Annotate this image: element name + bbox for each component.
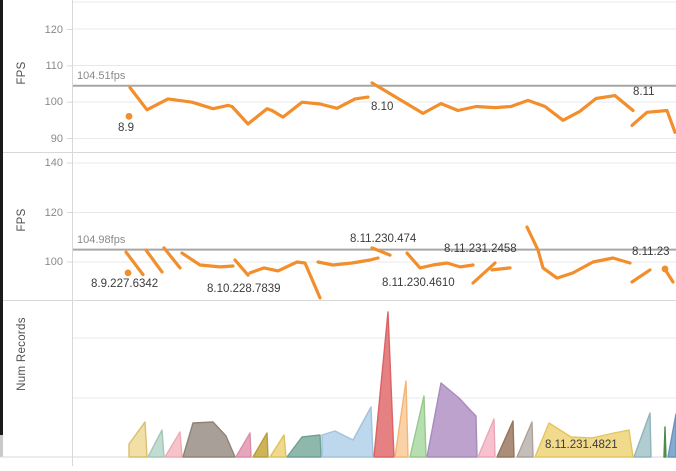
y-tick-label: 100 <box>44 256 63 268</box>
build-annotation: 8.11.231.2458 <box>444 243 517 255</box>
num-records-area-mark[interactable] <box>164 431 183 458</box>
num-records-area-mark[interactable] <box>667 413 676 458</box>
y-tick-label: 110 <box>45 59 63 72</box>
y-axis-title-fps-middle: FPS <box>16 208 28 232</box>
fps-line-series[interactable] <box>124 250 145 277</box>
fps-line-series[interactable] <box>630 268 652 284</box>
fps-line-series[interactable] <box>248 260 322 300</box>
y-axis-title-fps-top: FPS <box>16 61 28 85</box>
num-records-area-mark[interactable] <box>269 434 287 458</box>
num-records-area-mark[interactable] <box>235 432 252 458</box>
y-axis-title-num-records: Num Records <box>16 317 28 391</box>
num-records-area-mark[interactable] <box>321 406 374 458</box>
y-tick-label: 90 <box>50 132 63 145</box>
num-records-area-mark[interactable] <box>128 421 148 458</box>
fps-line-series[interactable] <box>490 266 512 272</box>
build-annotation: 8.11.230.4610 <box>382 277 455 289</box>
fps-line-series[interactable] <box>471 261 497 285</box>
num-records-area-mark[interactable] <box>409 395 427 458</box>
build-annotation: 8.11 <box>633 86 655 98</box>
num-records-area-mark[interactable] <box>633 412 652 458</box>
num-records-area-mark[interactable] <box>182 421 236 458</box>
num-records-area-mark[interactable] <box>426 382 478 458</box>
build-annotation: 8.10.228.7839 <box>207 283 281 295</box>
fps-line-series[interactable] <box>144 248 164 274</box>
fps-line-series[interactable] <box>630 108 676 134</box>
num-records-area-mark[interactable] <box>286 434 322 458</box>
fps-line-series[interactable] <box>162 246 182 270</box>
build-annotation: 8.11.231.4821 <box>545 439 618 451</box>
fps-line-series[interactable] <box>370 81 635 122</box>
build-annotation: 8.11.23 <box>632 246 670 258</box>
window-edge-strip <box>0 0 3 435</box>
reference-line-label: 104.51fps <box>77 70 126 83</box>
num-records-area-mark[interactable] <box>663 426 667 458</box>
fps-line-series[interactable] <box>233 258 250 277</box>
num-records-area-mark[interactable] <box>516 421 534 458</box>
fps-line-series[interactable] <box>405 251 475 270</box>
fps-line-series[interactable] <box>525 225 632 280</box>
y-tick-label: 100 <box>44 96 63 109</box>
fps-line-series[interactable] <box>316 256 380 267</box>
y-tick-label: 120 <box>44 23 63 36</box>
num-records-area-mark[interactable] <box>373 311 395 458</box>
fps-line-series[interactable] <box>370 246 392 257</box>
build-annotation: 8.9 <box>118 122 134 134</box>
fps-line-series[interactable] <box>664 269 675 284</box>
num-records-area-mark[interactable] <box>147 429 165 458</box>
reference-line-label: 104.98fps <box>77 234 126 247</box>
num-records-area-mark[interactable] <box>496 420 515 458</box>
window-edge-strip-bottom <box>0 435 3 457</box>
num-records-area-mark[interactable] <box>252 432 269 458</box>
fps-line-series[interactable] <box>128 85 370 126</box>
build-annotation: 8.9.227.6342 <box>91 278 159 290</box>
build-annotation: 8.10 <box>371 101 394 113</box>
build-annotation: 8.11.230.474 <box>350 233 417 245</box>
data-point-mark[interactable] <box>124 269 132 277</box>
num-records-area-mark[interactable] <box>394 380 409 458</box>
fps-line-series[interactable] <box>180 251 235 269</box>
data-point-mark[interactable] <box>125 112 133 120</box>
num-records-area-mark[interactable] <box>477 418 496 458</box>
y-tick-label: 120 <box>44 206 63 219</box>
y-tick-label: 140 <box>44 157 63 169</box>
num-records-area-mark[interactable] <box>534 422 634 458</box>
